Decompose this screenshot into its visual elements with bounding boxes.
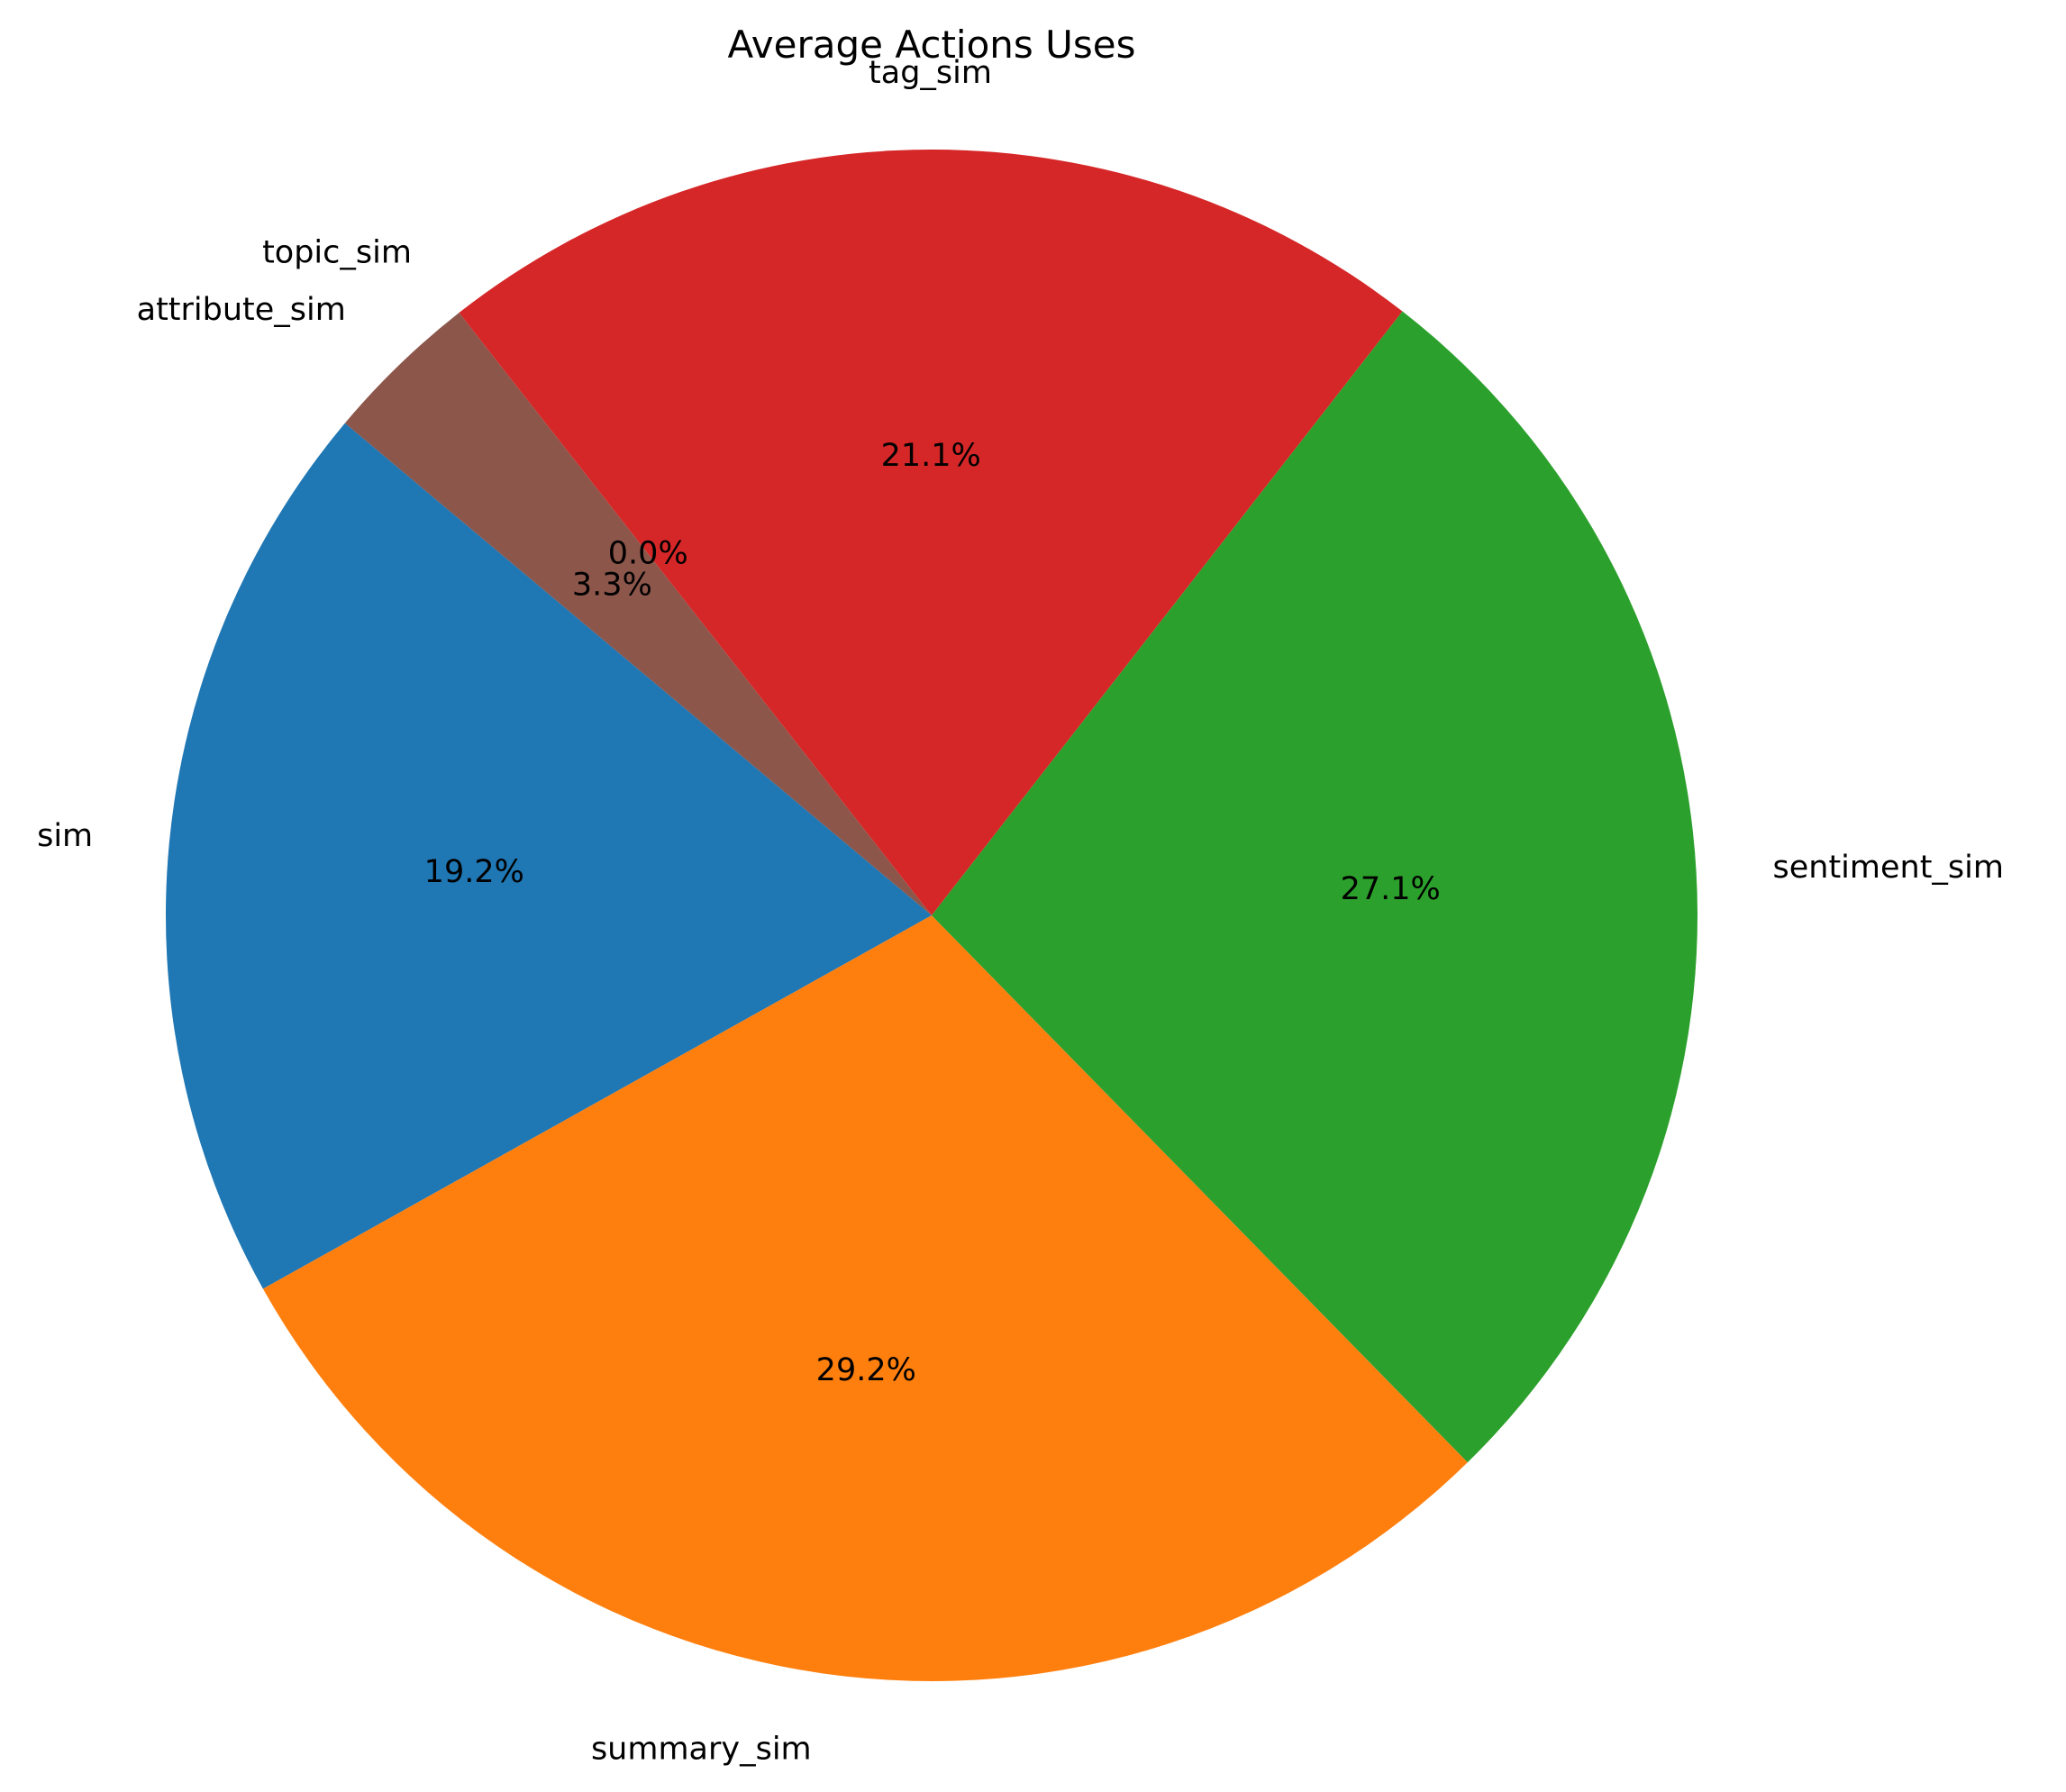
category-label-summary-sim: summary_sim [591,1731,812,1767]
slice-sentiment-sim [932,311,1697,1463]
pct-label-sim: 19.2% [424,854,524,890]
category-label-tag-sim: tag_sim [869,55,992,91]
slice-summary-sim [262,915,1468,1681]
pct-label-summary-sim: 29.2% [816,1352,916,1388]
pct-label-topic-sim: 0.0% [608,536,688,572]
pct-label-tag-sim: 21.1% [881,438,981,474]
category-label-sim: sim [37,818,93,854]
chart-title: Average Actions Uses [728,23,1136,67]
category-label-topic-sim: topic_sim [262,234,412,270]
slice-tag-sim [459,150,1403,915]
slice-sim [165,423,932,1289]
category-labels: sim summary_sim sentiment_sim tag_sim topic_… [37,55,2004,1767]
percent-labels: 19.2% 29.2% 27.1% 21.1% 0.0%3.3% [424,438,1441,1388]
category-label-sentiment-sim: sentiment_sim [1773,850,2004,886]
slice-attribute-sim [344,313,933,916]
pie-slices [165,150,1697,1681]
pct-label-sentiment-sim: 27.1% [1341,871,1441,907]
pct-label-attribute-sim: 3.3% [572,567,652,603]
category-label-attribute-sim: attribute_sim [137,292,346,328]
